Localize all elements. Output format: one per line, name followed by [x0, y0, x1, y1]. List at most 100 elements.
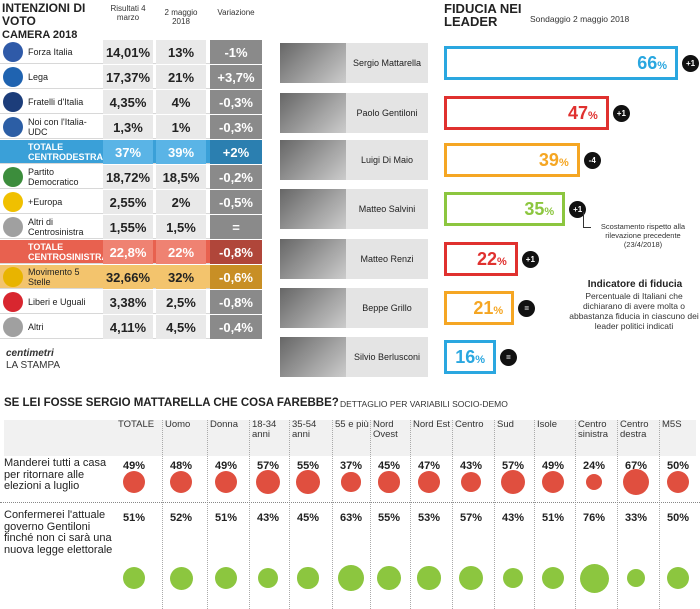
column-header: 18-34 anni — [252, 419, 277, 440]
result-may: 2% — [156, 190, 206, 214]
percent-sign: % — [657, 59, 667, 72]
confirm-govt-dot — [502, 567, 524, 589]
leader-name: Paolo Gentiloni — [346, 93, 428, 133]
trust-value: 21% — [473, 294, 503, 322]
trust-value: 39% — [539, 146, 569, 174]
variation: -0,8% — [210, 240, 262, 264]
pct-vote-again: 50% — [666, 460, 690, 472]
trust-bar: 39% — [444, 143, 580, 177]
result-march: 14,01% — [103, 40, 153, 64]
question-subtitle: DETTAGLIO PER VARIABILI SOCIO-DEMO — [340, 399, 508, 409]
column-separator — [370, 420, 371, 609]
col-header-may: 2 maggio 2018 — [164, 8, 198, 26]
confirm-govt-dot — [377, 566, 401, 590]
column-separator — [575, 420, 576, 609]
column-header: Nord Est — [413, 419, 450, 430]
party-logo-icon — [3, 292, 23, 312]
column-separator — [534, 420, 535, 609]
row1-label: Manderei tutti a casa per ritornare alle… — [4, 457, 107, 492]
pct-vote-again: 57% — [256, 460, 280, 472]
leader-row: Matteo Salvini 35% +1 — [280, 189, 700, 231]
leader-photo — [280, 288, 346, 328]
party-logo-icon — [3, 267, 23, 287]
row-divider — [0, 502, 700, 503]
result-march: 4,11% — [103, 315, 153, 339]
vote-row: Forza Italia 14,01% 13% -1% — [0, 40, 262, 64]
pct-confirm-govt: 51% — [541, 512, 565, 524]
trust-number: 39 — [538, 149, 559, 170]
leader-row: Sergio Mattarella 66% +1 — [280, 43, 700, 85]
party-logo-icon — [3, 92, 23, 112]
trust-title: FIDUCIA NEI LEADER — [444, 1, 522, 29]
column-header: Centro destra — [620, 419, 649, 440]
pct-confirm-govt: 50% — [666, 512, 690, 524]
party-name: Forza Italia — [28, 47, 73, 57]
leader-photo — [280, 43, 346, 83]
result-march: 37% — [103, 140, 153, 164]
col-header-variation: Variazione — [217, 8, 255, 17]
trust-bar: 66% — [444, 46, 678, 80]
confirm-govt-dot — [626, 568, 646, 588]
note-connector — [583, 212, 591, 228]
trust-value: 66% — [637, 49, 667, 77]
vote-row: TOTALE CENTROSINISTRA 22,8% 22% -0,8% — [0, 240, 262, 264]
source-centimetri: centimetri — [6, 348, 54, 359]
trust-number: 21 — [473, 297, 494, 318]
vote-again-dot — [541, 470, 565, 494]
indicator-title: Indicatore di fiducia — [587, 279, 683, 290]
variation: = — [210, 215, 262, 239]
party-name: Noi con l'Italia-UDC — [28, 117, 87, 137]
result-may: 13% — [156, 40, 206, 64]
party-name: +Europa — [28, 197, 63, 207]
party-name: Fratelli d'Italia — [28, 97, 84, 107]
trust-variation-badge: = — [518, 300, 536, 317]
leader-name: Sergio Mattarella — [346, 43, 428, 83]
vote-again-dot — [500, 469, 526, 495]
confirm-govt-dot — [338, 565, 364, 591]
vote-row: Liberi e Uguali 3,38% 2,5% -0,8% — [0, 290, 262, 314]
pct-confirm-govt: 45% — [296, 512, 320, 524]
vote-row: Altri di Centrosinistra 1,55% 1,5% = — [0, 215, 262, 239]
party-name: Lega — [28, 72, 49, 82]
confirm-govt-dot — [458, 565, 484, 591]
trust-value: 22% — [477, 245, 507, 273]
result-may: 4,5% — [156, 315, 206, 339]
column-separator — [617, 420, 618, 609]
leader-photo — [280, 337, 346, 377]
percent-sign: % — [475, 353, 485, 366]
trust-variation-badge: -4 — [583, 152, 601, 169]
trust-value: 35% — [524, 195, 554, 223]
trust-number: 47 — [568, 102, 589, 123]
leader-name: Beppe Grillo — [346, 288, 428, 328]
pct-vote-again: 49% — [214, 460, 238, 472]
trust-bar: 22% — [444, 242, 518, 276]
pct-vote-again: 37% — [339, 460, 363, 472]
column-separator — [332, 420, 333, 609]
confirm-govt-dot — [169, 566, 193, 590]
vote-again-dot — [122, 470, 146, 494]
result-may: 1,5% — [156, 215, 206, 239]
vote-again-dot — [418, 471, 440, 493]
pct-vote-again: 49% — [122, 460, 146, 472]
leader-photo — [280, 93, 346, 133]
trust-number: 22 — [477, 248, 498, 269]
result-may: 4% — [156, 90, 206, 114]
result-march: 32,66% — [103, 265, 153, 289]
party-logo-icon — [3, 192, 23, 212]
column-separator — [207, 420, 208, 609]
column-separator — [659, 420, 660, 609]
pct-confirm-govt: 55% — [377, 512, 401, 524]
result-may: 32% — [156, 265, 206, 289]
pct-confirm-govt: 52% — [169, 512, 193, 524]
party-logo-icon — [3, 317, 23, 337]
variation: -1% — [210, 40, 262, 64]
party-name: Altri di Centrosinistra — [28, 217, 84, 237]
vote-intentions-subtitle: CAMERA 2018 — [2, 29, 78, 41]
percent-sign: % — [493, 304, 504, 317]
trust-bar: 47% — [444, 96, 609, 130]
party-logo-icon — [3, 117, 23, 137]
party-logo-icon — [3, 167, 23, 187]
percent-sign: % — [588, 109, 598, 122]
leader-name: Matteo Salvini — [346, 189, 428, 229]
party-logo-icon — [3, 67, 23, 87]
